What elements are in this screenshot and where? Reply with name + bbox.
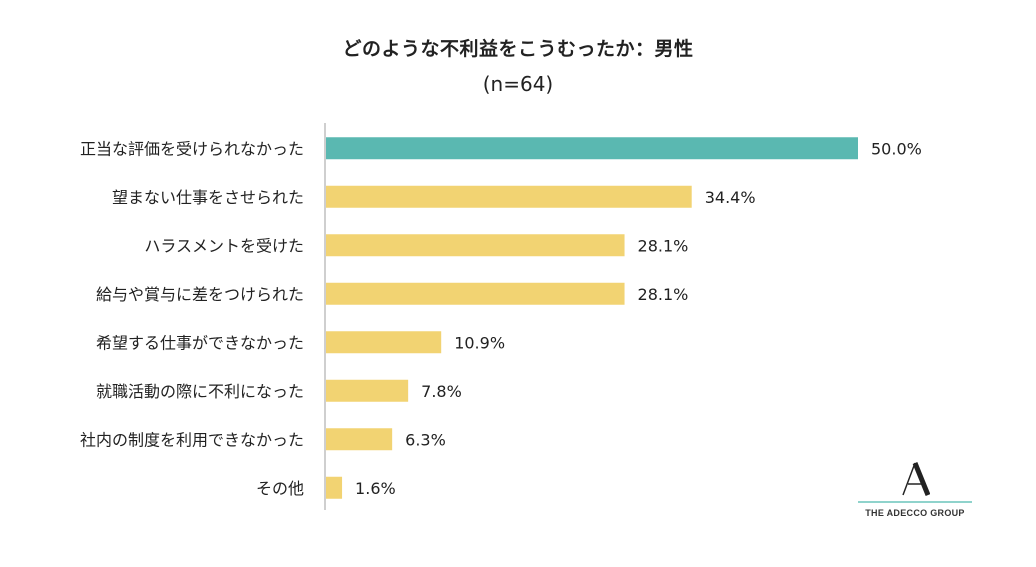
chart-title: どのような不利益をこうむったか：男性 bbox=[342, 38, 694, 60]
bar bbox=[326, 185, 692, 208]
category-label: 正当な評価を受けられなかった bbox=[80, 139, 304, 158]
category-label: 社内の制度を利用できなかった bbox=[80, 430, 304, 449]
category-label: 望まない仕事をさせられた bbox=[112, 188, 304, 207]
value-label: 28.1% bbox=[638, 236, 689, 255]
category-label: 給与や賞与に差をつけられた bbox=[96, 285, 304, 304]
category-label: 就職活動の際に不利になった bbox=[96, 382, 304, 401]
bar bbox=[326, 476, 343, 499]
logo-text: THE ADECCO GROUP bbox=[865, 508, 965, 518]
category-label: ハラスメントを受けた bbox=[144, 236, 304, 255]
logo-divider bbox=[858, 501, 972, 503]
adecco-a-icon bbox=[902, 462, 930, 496]
bar bbox=[326, 428, 393, 451]
value-label: 1.6% bbox=[355, 479, 396, 498]
value-label: 10.9% bbox=[454, 333, 505, 352]
value-label: 28.1% bbox=[638, 285, 689, 304]
value-label: 50.0% bbox=[871, 139, 922, 158]
category-label: その他 bbox=[256, 479, 304, 498]
chart-subtitle: (n=64) bbox=[482, 72, 554, 96]
category-label: 希望する仕事ができなかった bbox=[96, 333, 304, 352]
bar bbox=[326, 137, 858, 160]
value-label: 34.4% bbox=[705, 188, 756, 207]
bar bbox=[326, 379, 409, 402]
company-logo: THE ADECCO GROUP bbox=[858, 462, 972, 522]
value-label: 7.8% bbox=[421, 382, 462, 401]
value-label: 6.3% bbox=[405, 430, 446, 449]
bar bbox=[326, 282, 625, 305]
bar bbox=[326, 331, 442, 354]
bar bbox=[326, 234, 625, 257]
